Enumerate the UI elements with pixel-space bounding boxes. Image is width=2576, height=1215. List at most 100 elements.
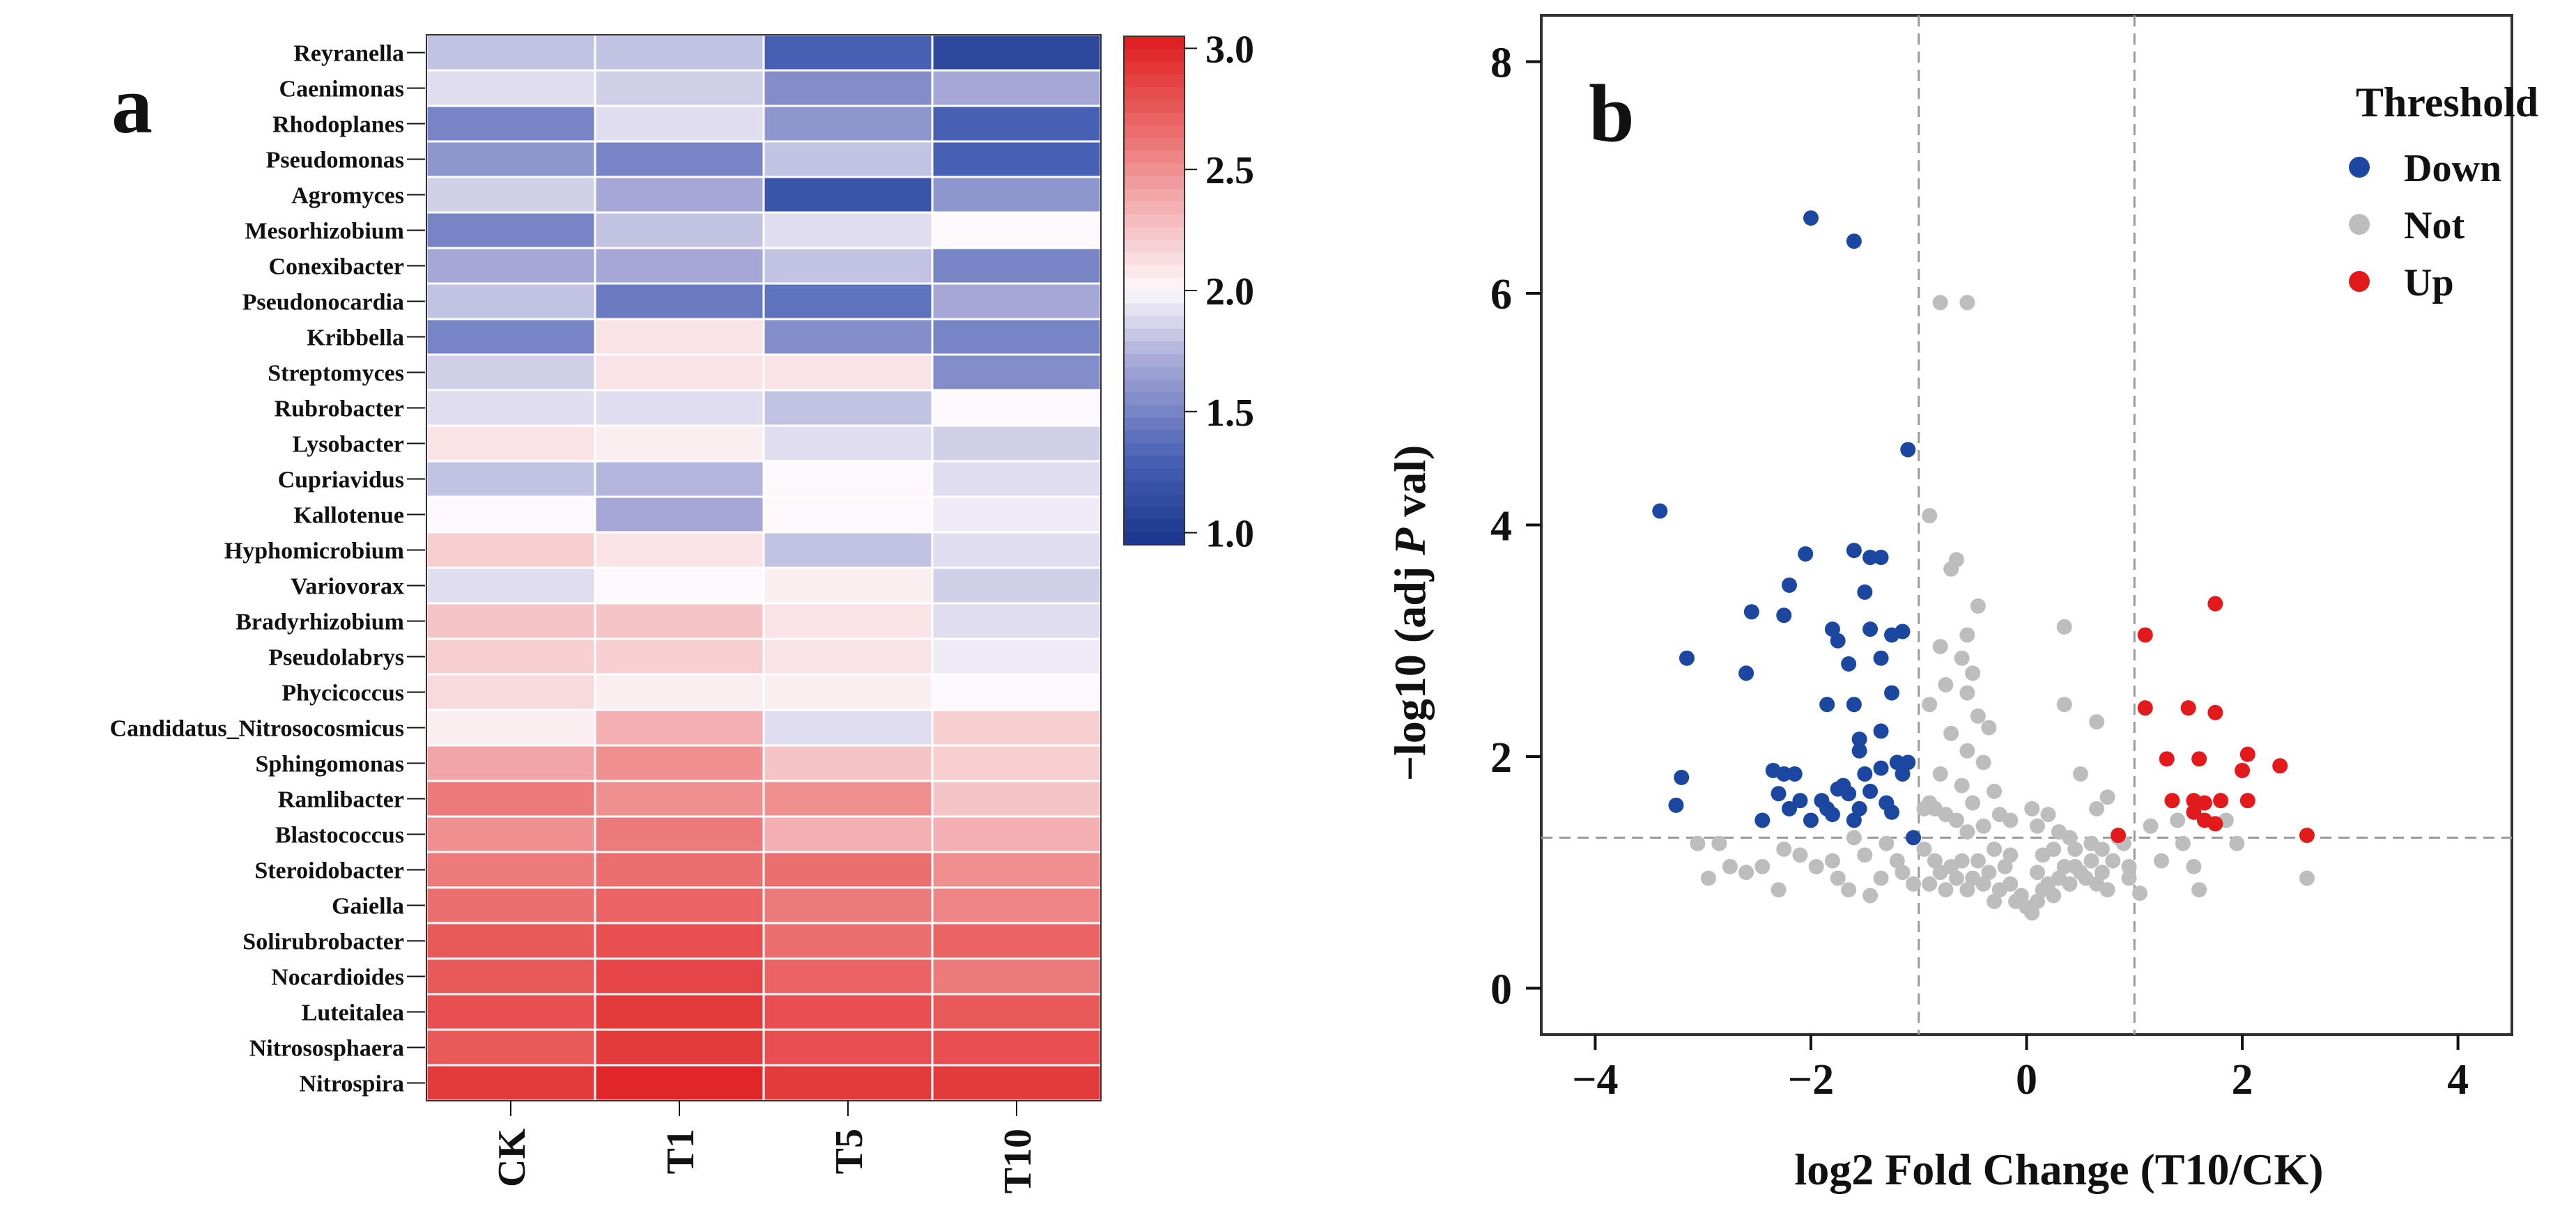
heatmap-cell: [931, 105, 1102, 143]
heatmap-cell: [931, 69, 1102, 107]
point-not: [1922, 508, 1938, 524]
colorbar-band: [1124, 430, 1185, 444]
point-down: [1851, 800, 1867, 817]
column-label: T10: [996, 1129, 1040, 1193]
point-up: [2207, 816, 2223, 832]
point-down: [1905, 830, 1921, 846]
point-not: [1905, 876, 1921, 892]
heatmap-cell: [594, 140, 765, 178]
heatmap-cell: [762, 389, 934, 427]
row-label: Lysobacter: [292, 432, 404, 458]
volcano-axes: −4 −2 0 2 4 0 2 4 6 8: [1490, 14, 2513, 1104]
heatmap-cell: [594, 886, 765, 924]
heatmap-cell: [931, 531, 1102, 569]
point-down: [1846, 812, 1862, 828]
point-down: [1776, 608, 1792, 624]
colorbar-band: [1124, 214, 1185, 228]
colorbar-band: [1124, 291, 1185, 304]
point-down: [1900, 754, 1916, 771]
point-down: [1857, 584, 1873, 600]
point-not: [1932, 295, 1948, 311]
point-not: [1959, 685, 1975, 701]
point-not: [1965, 665, 1981, 681]
heatmap-cell: [425, 1064, 596, 1102]
heatmap-cell: [425, 993, 596, 1031]
point-up: [2186, 804, 2202, 820]
colorbar-band: [1124, 468, 1185, 482]
point-not: [2229, 835, 2245, 851]
heatmap-cell: [762, 851, 934, 889]
point-not: [1916, 842, 1932, 857]
heatmap-cell: [425, 318, 596, 356]
heatmap-cell: [762, 815, 934, 853]
heatmap-cell: [931, 780, 1102, 818]
point-down: [1884, 685, 1900, 701]
point-up: [2213, 793, 2229, 809]
point-not: [1959, 824, 1975, 840]
point-down: [1803, 210, 1819, 226]
point-down: [1674, 769, 1690, 785]
heatmap-cell: [762, 105, 934, 143]
point-down: [1781, 800, 1797, 817]
point-down: [1862, 783, 1879, 799]
heatmap-cell: [594, 531, 765, 569]
y-tick-label: 6: [1490, 271, 1512, 318]
point-down: [1895, 766, 1911, 782]
point-not: [1738, 865, 1754, 881]
row-label: Caenimonas: [279, 77, 404, 102]
heatmap-cell: [425, 815, 596, 853]
point-not: [2024, 800, 2040, 817]
heatmap-cell: [762, 460, 934, 498]
point-not: [1991, 882, 2007, 898]
point-not: [1889, 853, 1905, 869]
heatmap-cell: [931, 1064, 1102, 1102]
point-not: [1987, 842, 2003, 857]
row-label: Luteitalea: [302, 1000, 404, 1026]
heatmap-cell: [931, 993, 1102, 1031]
heatmap-cell: [762, 211, 934, 249]
colorbar-band: [1124, 163, 1185, 177]
point-up: [2111, 828, 2127, 844]
heatmap-cell: [931, 851, 1102, 889]
heatmap-cell: [425, 566, 596, 605]
colorbar-band: [1124, 506, 1185, 520]
heatmap-cell: [931, 353, 1102, 392]
point-down: [1846, 543, 1862, 559]
point-down: [1862, 550, 1879, 566]
x-tick-label: −4: [1572, 1056, 1618, 1104]
colorbar-band: [1124, 100, 1185, 113]
heatmap-cell: [594, 69, 765, 107]
colorbar-tick-label: 1.5: [1205, 392, 1254, 435]
point-not: [1879, 835, 1895, 851]
point-not: [2062, 876, 2078, 892]
heatmap-cell: [425, 957, 596, 996]
point-not: [2067, 842, 2083, 857]
point-down: [1738, 665, 1754, 681]
point-down: [1895, 624, 1911, 640]
point-down: [1787, 766, 1803, 782]
point-up: [2196, 795, 2212, 811]
colorbar-band: [1124, 112, 1185, 126]
point-not: [1922, 876, 1938, 892]
colorbar-band: [1124, 494, 1185, 507]
heatmap-cell: [931, 176, 1102, 214]
point-not: [1722, 858, 1738, 874]
point-up: [2207, 596, 2223, 612]
point-not: [2175, 835, 2191, 851]
colorbar-band: [1124, 252, 1185, 265]
point-down: [1679, 650, 1695, 666]
point-down: [1776, 766, 1792, 782]
legend-title: Threshold: [2356, 79, 2538, 125]
heatmap-cell: [425, 247, 596, 285]
heatmap-panel: a Reyranella Caenimonas Rhodoplanes Pseudom…: [109, 28, 1254, 1193]
row-label: Nitrososphaera: [249, 1036, 404, 1062]
heatmap-cell: [594, 282, 765, 320]
legend-marker-not: [2349, 214, 2370, 235]
heatmap-cell: [594, 744, 765, 782]
heatmap-cell: [762, 282, 934, 320]
colorbar-band: [1124, 519, 1185, 533]
point-not: [1959, 627, 1975, 643]
colorbar-band: [1124, 443, 1185, 456]
heatmap-cell: [594, 105, 765, 143]
heatmap-cell: [931, 460, 1102, 498]
